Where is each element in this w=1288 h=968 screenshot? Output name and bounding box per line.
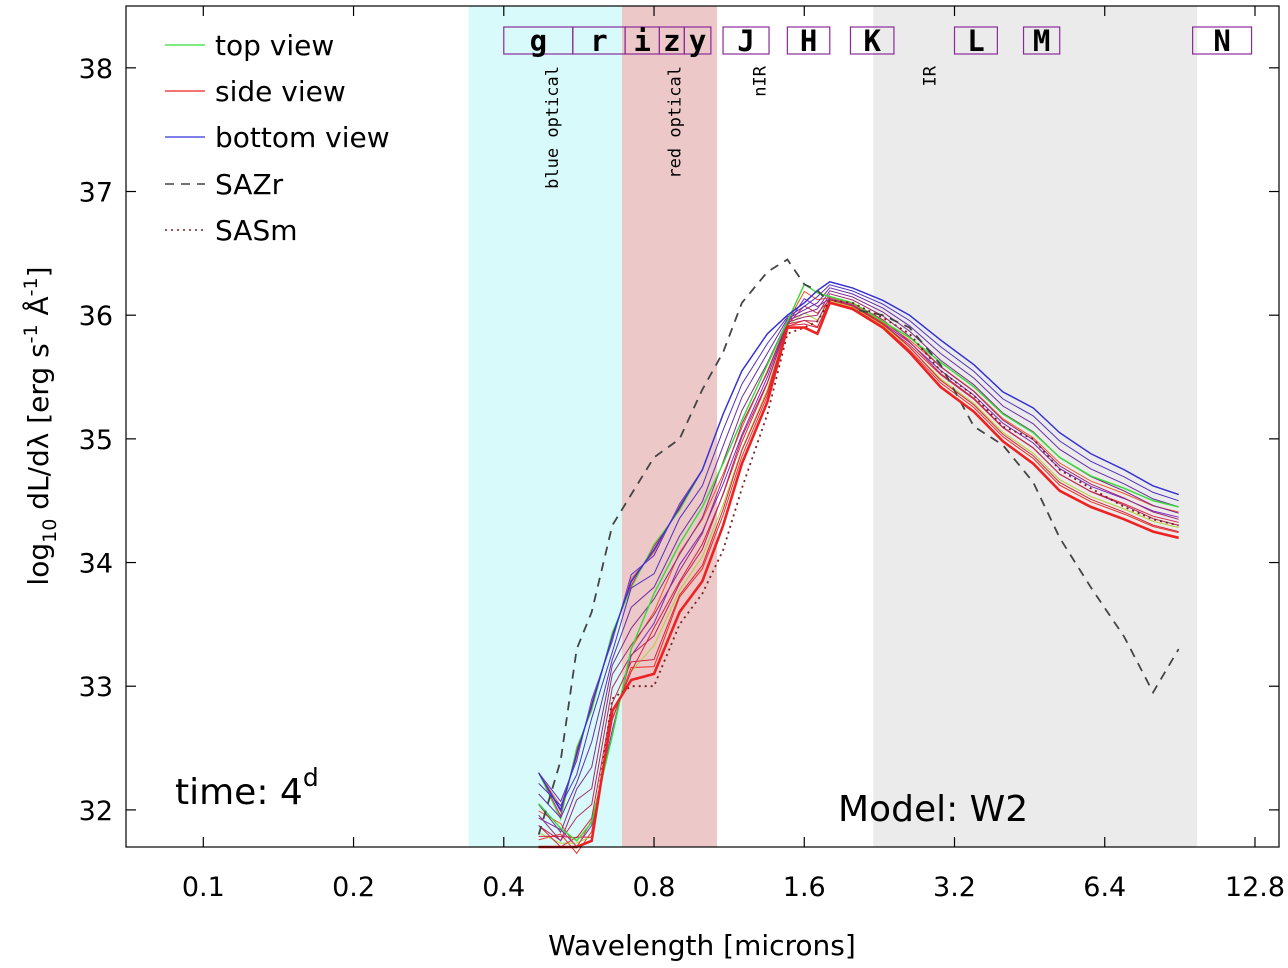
filter-label-z: z xyxy=(663,24,680,58)
filter-label-K: K xyxy=(863,24,881,58)
wavelength-bands xyxy=(468,6,1198,847)
viewing-angle-curve-sb-6 xyxy=(538,284,1179,807)
band-ir xyxy=(873,6,1198,847)
band-label-ir: IR xyxy=(920,65,940,86)
legend-label-bottom-view: bottom view xyxy=(215,121,390,154)
filter-label-r: r xyxy=(590,24,607,58)
band-label-red-optical: red optical xyxy=(666,66,686,179)
filter-label-M: M xyxy=(1033,24,1050,58)
x-tick-label-5: 3.2 xyxy=(933,872,976,903)
filter-label-g: g xyxy=(530,24,547,58)
viewing-angle-curve-sb-3 xyxy=(538,293,1179,842)
filter-label-J: J xyxy=(737,24,754,58)
legend-label-top-view: top view xyxy=(215,29,334,62)
y-tick-label-5: 37 xyxy=(79,178,113,209)
filter-box-M xyxy=(1022,26,1061,55)
viewing-angle-curve-sb-5 xyxy=(538,287,1179,819)
band-labels: blue optical red optical nIR IR xyxy=(543,65,940,189)
y-tick-label-0: 32 xyxy=(79,796,113,827)
viewing-angle-curve-sb-1 xyxy=(538,299,1179,839)
reference-curves xyxy=(537,258,1180,849)
filter-box-K xyxy=(849,26,895,55)
plot-frame xyxy=(125,5,1280,848)
y-tick-label-4: 36 xyxy=(79,301,113,332)
y-axis-title: log10 dL/dλ [erg s-1 Å-1] xyxy=(20,266,61,585)
x-axis-title: Wavelength [microns] xyxy=(548,929,856,962)
filter-box-L xyxy=(953,26,998,55)
band-label-nir: nIR xyxy=(750,65,770,96)
band-label-blue-optical: blue optical xyxy=(543,66,563,189)
filter-label-H: H xyxy=(800,24,817,58)
x-tick-label-6: 6.4 xyxy=(1083,872,1126,903)
series-line-side-view-emphasis xyxy=(538,301,1179,849)
time-annotation: time: 4d xyxy=(175,763,319,813)
legend-label-sazr: SAZr xyxy=(215,168,284,201)
band-red-optical xyxy=(621,6,718,847)
legend: top view side view bottom view SAZr SASm xyxy=(165,29,390,247)
filter-label-i: i xyxy=(633,24,650,58)
filter-label-L: L xyxy=(967,24,984,58)
model-annotation: Model: W2 xyxy=(838,789,1028,830)
x-tick-label-7: 12.8 xyxy=(1225,872,1285,903)
series-line-top-view xyxy=(538,283,1179,842)
x-tick-label-2: 0.4 xyxy=(482,872,525,903)
filter-box-J xyxy=(722,26,770,55)
y-tick-label-6: 38 xyxy=(79,54,113,85)
filter-box-H xyxy=(786,26,831,55)
y-tick-label-1: 33 xyxy=(79,672,113,703)
axis-ticks: 0.1 0.2 0.4 0.8 1.6 3.2 6.4 12.8 32 33 34 35 36 37 38 xyxy=(79,6,1285,903)
y-tick-label-2: 34 xyxy=(79,549,113,580)
x-tick-label-4: 1.6 xyxy=(783,872,826,903)
y-tick-label-3: 35 xyxy=(79,425,113,456)
series-line-sazr xyxy=(537,258,1180,835)
band-nir xyxy=(717,6,874,847)
filter-label-N: N xyxy=(1213,24,1230,58)
band-blue-optical xyxy=(468,6,622,847)
legend-label-side-view: side view xyxy=(215,75,346,108)
filter-box-y xyxy=(683,26,712,55)
viewing-angle-curve-sb-2 xyxy=(538,296,1179,842)
filter-box-N xyxy=(1192,26,1253,55)
legend-label-sasm: SASm xyxy=(215,214,298,247)
x-tick-label-0: 0.1 xyxy=(182,872,225,903)
series-line-bottom-view xyxy=(538,281,1179,812)
filter-label-y: y xyxy=(689,24,706,58)
x-tick-label-1: 0.2 xyxy=(332,872,375,903)
x-tick-label-3: 0.8 xyxy=(633,872,676,903)
